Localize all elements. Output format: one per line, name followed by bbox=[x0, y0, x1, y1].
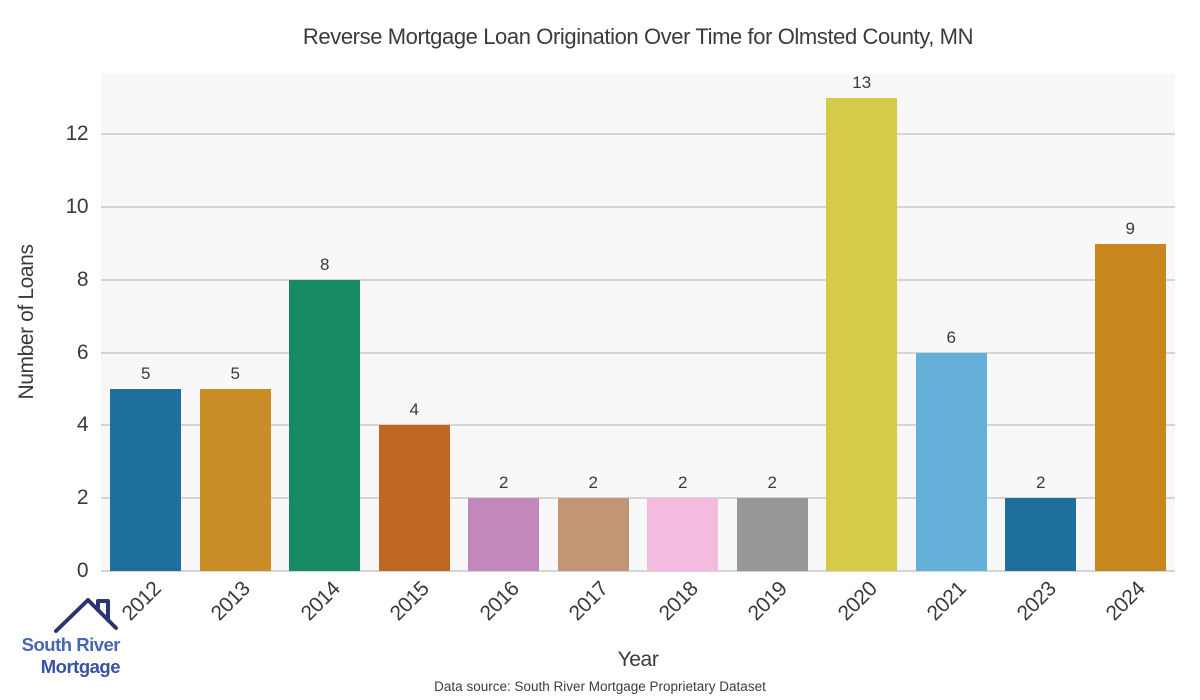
bar-2017 bbox=[557, 498, 629, 571]
bar-2023 bbox=[1005, 498, 1077, 571]
x-tick-label: 2021 bbox=[922, 577, 971, 626]
x-tick-label: 2020 bbox=[833, 577, 882, 626]
y-axis-label: Number of Loans bbox=[15, 244, 38, 400]
plot-area: 5 5 8 4 2 2 2 2 13 6 2 9 bbox=[101, 73, 1175, 572]
bar-2020 bbox=[826, 98, 898, 571]
chart-title: Reverse Mortgage Loan Origination Over T… bbox=[302, 24, 974, 49]
bar-value-label: 9 bbox=[1125, 218, 1135, 238]
gridline bbox=[101, 351, 1175, 354]
x-tick-label: 2012 bbox=[117, 577, 166, 626]
gridline bbox=[101, 570, 1175, 572]
bar-value-label: 2 bbox=[767, 473, 777, 493]
bar-value-label: 13 bbox=[852, 73, 872, 93]
x-tick-label: 2016 bbox=[475, 577, 524, 626]
bar-value-label: 6 bbox=[946, 327, 956, 347]
x-tick-label: 2018 bbox=[654, 577, 703, 626]
x-tick-label: 2015 bbox=[385, 577, 434, 626]
gridline bbox=[101, 206, 1175, 209]
x-tick-label: 2014 bbox=[296, 577, 345, 626]
bar-value-label: 2 bbox=[1036, 473, 1046, 493]
bar-value-label: 4 bbox=[409, 400, 419, 420]
bar-2024 bbox=[1094, 243, 1166, 571]
bar-2018 bbox=[647, 498, 719, 571]
x-tick-label: 2019 bbox=[743, 577, 792, 626]
x-tick-label: 2013 bbox=[206, 577, 255, 626]
bar-2013 bbox=[199, 389, 271, 571]
data-source-note: Data source: South River Mortgage Propri… bbox=[434, 679, 766, 694]
x-tick-label: 2024 bbox=[1101, 577, 1150, 626]
y-tick-label: 12 bbox=[65, 122, 89, 146]
logo-line2: Mortgage bbox=[40, 656, 121, 677]
bar-value-label: 5 bbox=[141, 364, 151, 384]
x-axis-label: Year bbox=[617, 648, 659, 671]
bar-2014 bbox=[289, 279, 361, 571]
bar-value-label: 5 bbox=[230, 364, 240, 384]
bar-value-label: 2 bbox=[499, 473, 509, 493]
y-tick-label: 4 bbox=[76, 413, 89, 437]
y-tick-label: 8 bbox=[76, 267, 89, 291]
bar-value-label: 2 bbox=[588, 473, 598, 493]
bar-value-label: 2 bbox=[678, 473, 688, 493]
y-tick-label: 6 bbox=[76, 340, 89, 364]
x-tick-label: 2023 bbox=[1012, 577, 1061, 626]
bar-2015 bbox=[378, 425, 450, 571]
house-roof-icon bbox=[54, 598, 118, 633]
bar-value-label: 8 bbox=[320, 254, 330, 274]
bar-2016 bbox=[468, 498, 540, 571]
bar-2012 bbox=[110, 389, 182, 571]
gridline bbox=[101, 424, 1175, 427]
x-tick-label: 2017 bbox=[564, 577, 613, 626]
bar-2021 bbox=[915, 352, 987, 571]
logo-line1: South River bbox=[21, 634, 121, 655]
gridline bbox=[101, 133, 1175, 136]
gridline bbox=[101, 278, 1175, 281]
gridline bbox=[101, 497, 1175, 500]
y-tick-label: 0 bbox=[76, 559, 89, 582]
y-tick-label: 10 bbox=[65, 195, 89, 219]
y-tick-label: 2 bbox=[76, 486, 89, 510]
bar-2019 bbox=[736, 498, 808, 571]
